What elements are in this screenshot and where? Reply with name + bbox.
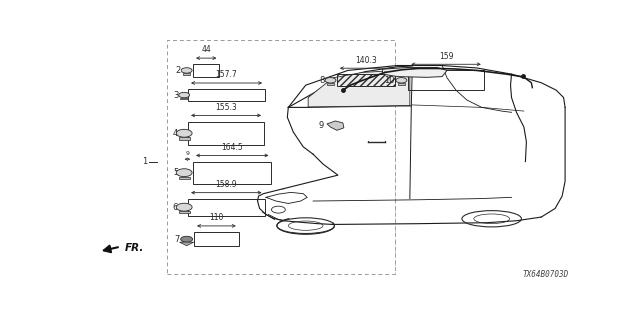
Circle shape [325, 77, 336, 83]
Text: 1: 1 [141, 157, 147, 166]
Circle shape [176, 169, 192, 177]
Bar [193, 64, 220, 76]
Bar [179, 177, 189, 179]
Bar [179, 211, 189, 213]
Bar [408, 70, 484, 90]
Text: 158.9: 158.9 [216, 180, 237, 189]
Text: 5: 5 [173, 168, 178, 177]
Bar [337, 74, 396, 86]
Text: 140.3: 140.3 [355, 55, 377, 65]
Bar [188, 199, 264, 216]
Bar [188, 122, 264, 145]
Circle shape [176, 129, 192, 137]
Bar [179, 137, 189, 140]
Bar [326, 83, 334, 84]
Circle shape [180, 236, 193, 242]
Text: 155.3: 155.3 [215, 103, 237, 112]
Polygon shape [179, 242, 194, 246]
Bar [180, 98, 188, 100]
Text: 44: 44 [202, 45, 211, 54]
Polygon shape [383, 68, 447, 77]
Text: 9: 9 [186, 151, 189, 156]
Text: 3: 3 [173, 91, 178, 100]
Circle shape [176, 203, 192, 211]
Circle shape [181, 68, 192, 73]
Polygon shape [308, 70, 410, 107]
Text: 159: 159 [439, 52, 453, 60]
Text: 157.7: 157.7 [216, 70, 237, 79]
Text: TX64B0703D: TX64B0703D [522, 270, 568, 279]
Text: 164.5: 164.5 [221, 143, 243, 152]
Circle shape [179, 92, 189, 98]
Text: 110: 110 [209, 213, 223, 222]
Text: 9: 9 [319, 121, 324, 130]
Text: 10: 10 [384, 76, 394, 85]
Text: 7: 7 [174, 235, 179, 244]
Circle shape [396, 77, 407, 83]
Polygon shape [327, 121, 344, 130]
Text: FR.: FR. [125, 243, 144, 253]
Text: 6: 6 [173, 203, 178, 212]
Bar [194, 232, 239, 246]
Bar [167, 40, 395, 274]
Text: 2: 2 [175, 66, 180, 75]
Bar [188, 89, 265, 101]
Bar [183, 73, 191, 75]
Text: 8: 8 [319, 76, 324, 85]
Bar [193, 162, 271, 184]
Text: 4: 4 [173, 129, 178, 138]
Bar [397, 83, 405, 84]
